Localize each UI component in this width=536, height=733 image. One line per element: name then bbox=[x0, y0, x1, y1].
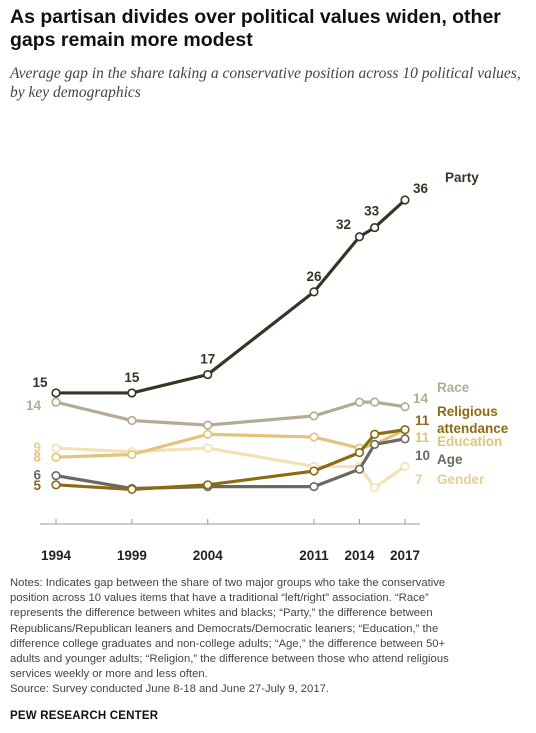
data-point-race bbox=[203, 420, 213, 430]
data-point-gender bbox=[370, 482, 380, 493]
series-party: 15 15 17 26 32 33 36 Party bbox=[32, 170, 479, 398]
series-name-party: Party bbox=[445, 170, 479, 185]
data-label-party: 32 bbox=[336, 217, 351, 232]
data-point-age bbox=[51, 471, 61, 481]
chart-notes: Notes: Indicates gap between the share o… bbox=[10, 576, 528, 698]
data-point-religious-attendance bbox=[51, 480, 61, 490]
x-tick-label: 2017 bbox=[390, 548, 420, 563]
data-label-party: 36 bbox=[413, 181, 429, 196]
series-line-party bbox=[54, 198, 407, 395]
data-point-race bbox=[51, 397, 61, 407]
notes-line: Republicans/Republican leaners and Democ… bbox=[10, 622, 439, 635]
data-point-race bbox=[370, 397, 380, 407]
data-label-education: 8 bbox=[33, 449, 41, 464]
data-label-age: 6 bbox=[33, 468, 41, 483]
data-point-religious-attendance bbox=[354, 448, 365, 458]
data-point-party bbox=[309, 287, 319, 297]
source-line: Source: Survey conducted June 8-18 and J… bbox=[10, 683, 330, 696]
x-tick-label: 2011 bbox=[299, 548, 329, 563]
data-point-age bbox=[370, 439, 380, 449]
data-label-education: 11 bbox=[415, 430, 430, 445]
series-layer: 9 7 Gender 8 11 Education 14 14 Race 6 10 Age 5 11 Rel… bbox=[26, 170, 509, 495]
data-point-religious-attendance bbox=[400, 425, 410, 435]
notes-line: position across 10 values items that hav… bbox=[10, 592, 429, 605]
data-point-race bbox=[400, 402, 410, 412]
data-label-race: 14 bbox=[413, 391, 429, 406]
data-label-religious-attendance: 11 bbox=[415, 413, 430, 428]
data-label-age: 10 bbox=[415, 448, 430, 463]
notes-line: services weekly or more and less often. bbox=[10, 668, 208, 681]
data-point-gender bbox=[203, 443, 213, 453]
data-point-religious-attendance bbox=[370, 429, 380, 439]
data-point-religious-attendance bbox=[127, 484, 137, 495]
chart-subtitle: Average gap in the share taking a conser… bbox=[10, 65, 521, 101]
series-name-religious-attendance: attendance bbox=[437, 421, 509, 436]
series-name-race: Race bbox=[437, 380, 470, 395]
data-point-age bbox=[354, 464, 365, 474]
data-label-gender: 9 bbox=[33, 440, 41, 455]
data-point-education bbox=[203, 429, 213, 439]
data-point-gender bbox=[400, 461, 410, 472]
data-point-religious-attendance bbox=[309, 466, 319, 476]
data-label-gender: 7 bbox=[415, 472, 423, 487]
data-point-race bbox=[354, 397, 365, 407]
data-label-party: 33 bbox=[364, 204, 380, 219]
data-label-party: 17 bbox=[200, 352, 215, 367]
data-label-religious-attendance: 5 bbox=[33, 478, 41, 493]
notes-line: represents the difference between whites… bbox=[10, 607, 433, 620]
x-tick-label: 2014 bbox=[344, 548, 375, 563]
data-point-education bbox=[51, 452, 61, 462]
data-point-religious-attendance bbox=[203, 480, 213, 490]
data-point-party bbox=[51, 388, 61, 398]
series-name-education: Education bbox=[437, 434, 502, 449]
series-line-religious-attendance bbox=[54, 428, 407, 492]
data-label-party: 26 bbox=[306, 269, 322, 284]
notes-line: difference college graduates and non-col… bbox=[10, 637, 446, 650]
data-point-education bbox=[309, 432, 319, 442]
x-tick-label: 1994 bbox=[41, 548, 72, 563]
notes-line: adults and younger adults; “Religion,” t… bbox=[10, 653, 449, 666]
data-point-education bbox=[127, 449, 137, 460]
x-axis: 1994 1999 2004 2011 2014 2017 bbox=[40, 519, 420, 563]
data-point-race bbox=[309, 411, 319, 421]
data-point-party bbox=[370, 222, 380, 233]
data-point-party bbox=[203, 369, 213, 380]
series-religious-attendance: 5 11 Religious attendance bbox=[33, 404, 509, 495]
data-point-gender bbox=[51, 443, 61, 453]
data-point-party bbox=[127, 388, 137, 398]
data-label-race: 14 bbox=[26, 398, 42, 413]
line-chart: 9 7 Gender 8 11 Education 14 14 Race 6 10 Age 5 11 Rel… bbox=[26, 170, 509, 563]
data-point-race bbox=[127, 415, 137, 426]
series-line-race bbox=[54, 400, 407, 427]
series-name-religious-attendance: Religious bbox=[437, 404, 498, 419]
data-label-party: 15 bbox=[124, 370, 140, 385]
brand-logo-text: PEW RESEARCH CENTER bbox=[10, 710, 159, 722]
chart-title: As partisan divides over political value… bbox=[10, 6, 501, 51]
x-tick-label: 2004 bbox=[193, 548, 224, 563]
x-tick-label: 1999 bbox=[117, 548, 147, 563]
data-point-party bbox=[400, 195, 410, 205]
series-age: 6 10 Age bbox=[33, 434, 463, 494]
notes-line: Notes: Indicates gap between the share o… bbox=[10, 577, 446, 589]
series-name-age: Age bbox=[437, 452, 463, 467]
data-point-age bbox=[309, 482, 319, 492]
data-label-party: 15 bbox=[32, 375, 48, 390]
data-point-party bbox=[354, 232, 365, 242]
series-race: 14 14 Race bbox=[26, 380, 470, 430]
data-point-age bbox=[400, 434, 410, 444]
series-name-gender: Gender bbox=[437, 472, 485, 487]
